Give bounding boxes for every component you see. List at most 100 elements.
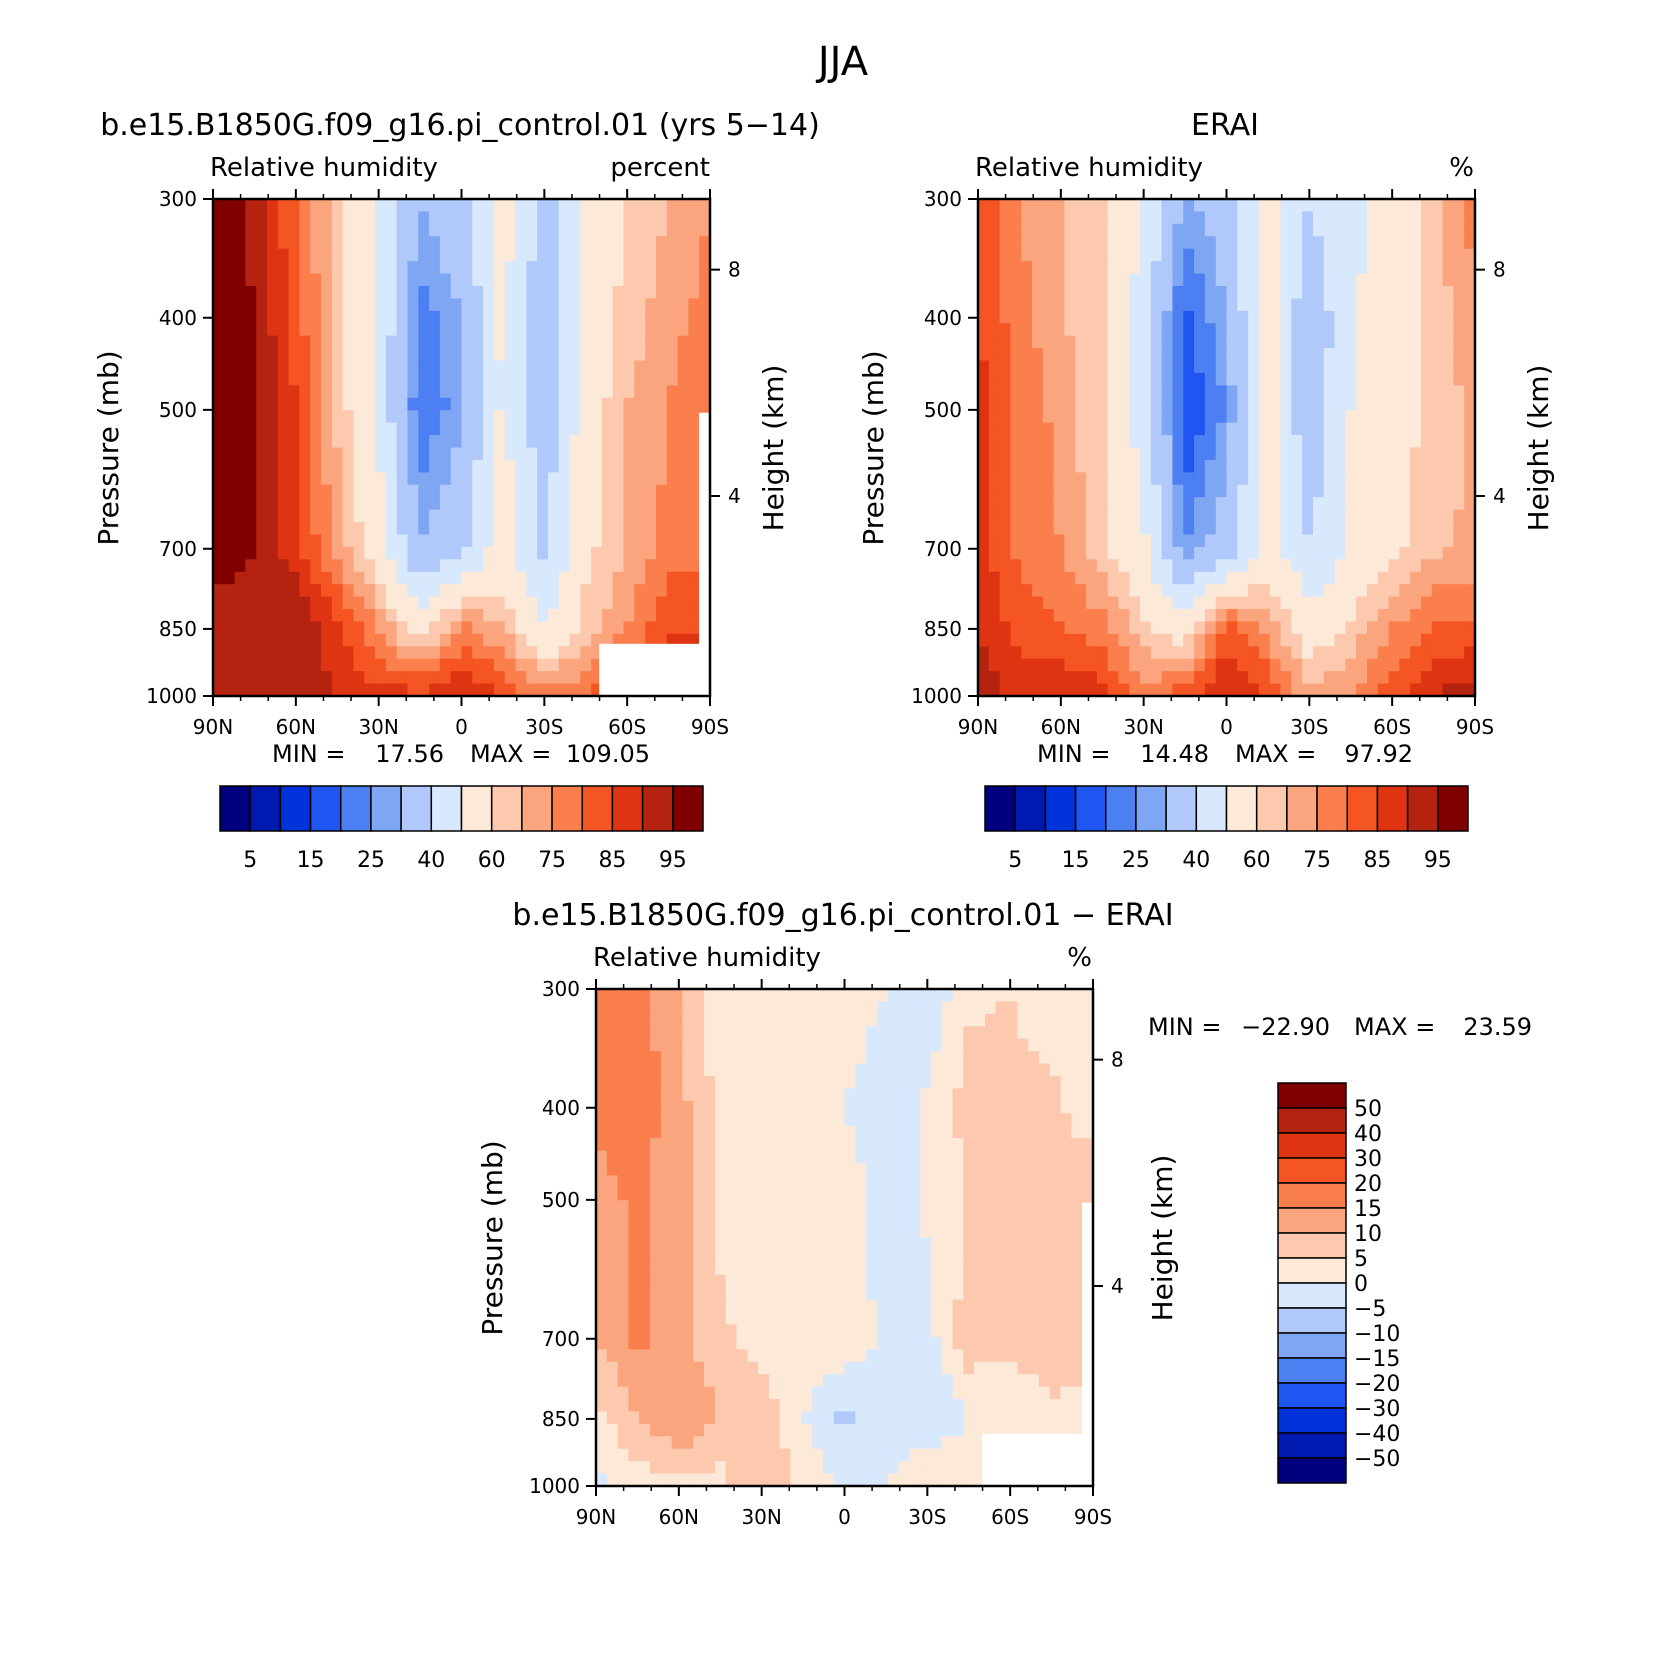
contour-cell [650,1162,662,1176]
contour-cell [1140,323,1152,337]
contour-cell [504,546,517,560]
contour-cell [639,1026,651,1040]
contour-cell [1388,211,1400,225]
contour-cell [623,211,635,225]
contour-cell [461,397,473,411]
contour-cell [472,261,484,275]
contour-cell [1399,534,1411,548]
contour-cell [504,236,517,250]
contour-cell [429,385,441,399]
contour-cell [1248,410,1260,424]
contour-cell [299,199,311,213]
contour-cell [461,372,473,386]
contour-cell [898,1013,910,1027]
contour-cell [1237,609,1249,623]
contour-cell [920,1249,932,1263]
contour-cell [1377,261,1390,275]
contour-cell [364,298,376,312]
contour-cell [407,658,419,672]
contour-cell [429,658,441,672]
contour-cell [666,484,679,498]
contour-cell [887,1113,900,1127]
contour-cell [342,534,355,548]
contour-cell [1453,310,1465,324]
contour-cell [580,559,592,573]
contour-cell [1183,372,1195,386]
contour-cell [1021,310,1033,324]
colorbar-label: 95 [659,848,687,873]
contour-cell [978,248,990,262]
contour-cell [1453,422,1465,436]
contour-cell [801,1175,813,1189]
contour-cell [617,1249,630,1263]
contour-cell [999,633,1012,647]
contour-cell [920,1026,932,1040]
contour-cell [999,261,1012,275]
contour-cell [876,1013,889,1027]
contour-cell [660,1162,673,1176]
contour-cell [978,348,990,362]
contour-cell [1032,223,1044,237]
contour-cell [1366,658,1379,672]
x-tick-label: 30N [1123,715,1163,739]
contour-cell [1129,348,1141,362]
contour-cell [634,609,646,623]
contour-cell [537,248,549,262]
contour-cell [1053,447,1066,461]
colorbar-box [1406,785,1439,832]
contour-cell [1049,1051,1062,1065]
contour-cell [1086,534,1098,548]
contour-cell [256,298,268,312]
contour-cell [591,658,603,672]
contour-cell [790,1013,802,1027]
contour-cell [898,1237,910,1251]
contour-cell [1302,199,1314,213]
contour-cell [537,646,549,660]
contour-cell [596,1175,608,1189]
contour-cell [1453,484,1465,498]
contour-cell [1150,509,1163,523]
colorbar-box [400,785,433,832]
contour-cell [1442,646,1454,660]
contour-cell [699,385,711,399]
contour-cell [623,584,635,598]
contour-cell [1334,360,1346,374]
contour-cell [634,447,646,461]
contour-cell [331,571,344,585]
contour-cell [1399,310,1411,324]
contour-cell [223,248,236,262]
contour-cell [855,1262,867,1276]
contour-cell [493,472,506,486]
contour-cell [1075,199,1087,213]
contour-cell [331,285,344,300]
contour-cell [1042,372,1055,386]
contour-cell [1420,323,1433,337]
contour-cell [526,310,538,324]
contour-cell [1345,633,1357,647]
contour-cell [342,609,355,623]
contour-cell [634,323,646,337]
contour-cell [650,1200,662,1214]
contour-cell [1334,522,1346,536]
contour-cell [606,1113,619,1127]
contour-cell [1388,335,1400,349]
contour-cell [1399,609,1411,623]
contour-cell [450,621,463,635]
contour-cell [1053,310,1066,324]
contour-cell [1038,1113,1051,1127]
contour-cell [1302,372,1314,386]
contour-cell [1021,584,1033,598]
contour-cell [1258,248,1271,262]
contour-cell [1280,285,1292,300]
contour-cell [779,1274,792,1288]
contour-cell [1082,1150,1094,1164]
contour-cell [1071,1088,1083,1102]
contour-cell [429,248,441,262]
contour-cell [1032,447,1044,461]
contour-cell [1226,397,1238,411]
contour-cell [1215,298,1228,312]
contour-cell [1204,360,1217,374]
contour-cell [1021,236,1033,250]
contour-cell [1194,484,1206,498]
